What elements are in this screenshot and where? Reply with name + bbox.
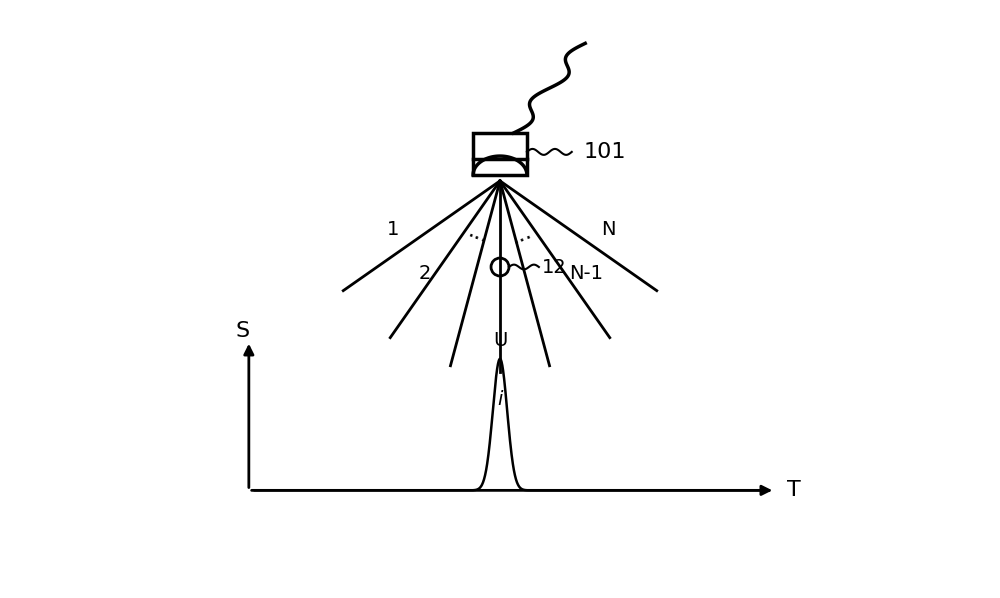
- Text: N-1: N-1: [569, 264, 603, 283]
- Text: i: i: [497, 390, 503, 409]
- Text: N: N: [601, 220, 616, 239]
- Text: T: T: [787, 480, 801, 501]
- Text: S: S: [236, 321, 250, 341]
- Text: U: U: [493, 331, 507, 350]
- Text: 1: 1: [386, 220, 399, 239]
- Text: ...: ...: [465, 221, 492, 248]
- Text: 2: 2: [418, 264, 431, 283]
- Text: 101: 101: [584, 142, 626, 162]
- Text: 12: 12: [542, 258, 567, 276]
- Text: ...: ...: [508, 221, 535, 248]
